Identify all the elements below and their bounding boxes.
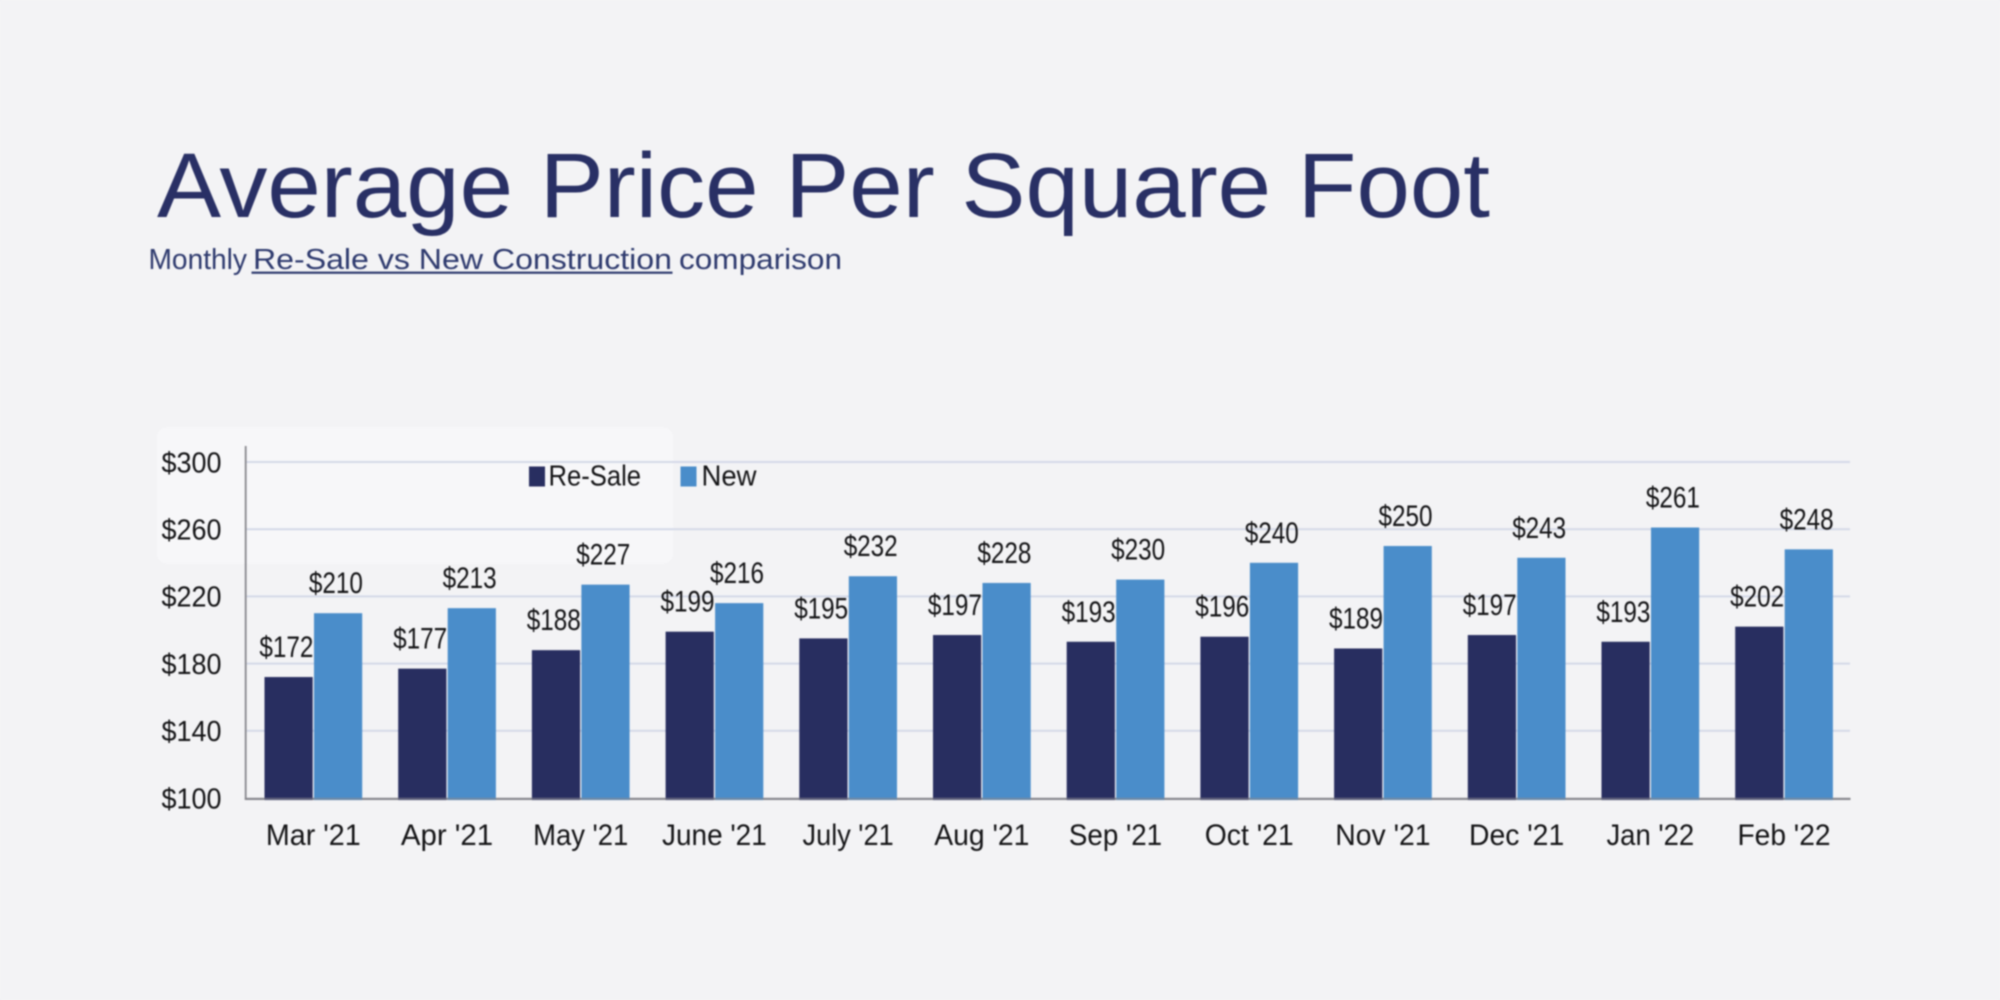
svg-text:$195: $195	[794, 592, 848, 625]
svg-text:Feb '22: Feb '22	[1737, 819, 1830, 852]
svg-text:Average Price Per Square Foot: Average Price Per Square Foot	[157, 135, 1490, 237]
svg-text:$197: $197	[928, 589, 982, 622]
svg-text:$248: $248	[1780, 503, 1834, 536]
svg-text:$300: $300	[162, 447, 222, 479]
svg-text:$172: $172	[259, 631, 313, 664]
svg-text:$188: $188	[527, 604, 581, 637]
svg-text:June '21: June '21	[662, 819, 767, 852]
svg-text:$193: $193	[1596, 596, 1650, 629]
svg-text:$210: $210	[309, 567, 363, 600]
svg-text:$180: $180	[162, 649, 222, 681]
svg-text:$216: $216	[710, 557, 764, 590]
svg-text:$240: $240	[1245, 517, 1299, 550]
svg-text:Monthly: Monthly	[149, 244, 248, 276]
svg-text:$232: $232	[844, 530, 898, 563]
svg-text:$261: $261	[1646, 482, 1700, 515]
svg-text:$177: $177	[393, 623, 447, 656]
svg-text:$193: $193	[1062, 596, 1116, 629]
svg-text:Re-Sale: Re-Sale	[549, 461, 642, 493]
svg-text:Nov '21: Nov '21	[1335, 819, 1430, 852]
svg-text:$220: $220	[162, 582, 222, 614]
svg-text:$189: $189	[1329, 603, 1383, 636]
svg-text:$100: $100	[162, 783, 222, 815]
svg-text:$260: $260	[162, 515, 222, 547]
svg-text:Jan '22: Jan '22	[1606, 819, 1694, 852]
svg-text:$213: $213	[443, 562, 497, 595]
svg-text:$140: $140	[162, 716, 222, 748]
svg-text:$250: $250	[1379, 500, 1433, 533]
svg-text:$202: $202	[1730, 581, 1784, 614]
svg-text:Re-Sale vs New Construction: Re-Sale vs New Construction	[253, 244, 672, 276]
svg-text:July '21: July '21	[803, 819, 894, 852]
svg-text:Sep '21: Sep '21	[1069, 819, 1162, 852]
svg-text:Aug '21: Aug '21	[934, 819, 1029, 852]
svg-text:comparison: comparison	[679, 244, 842, 276]
svg-text:Dec '21: Dec '21	[1469, 819, 1564, 852]
svg-text:$228: $228	[977, 537, 1031, 570]
svg-text:$196: $196	[1195, 591, 1249, 624]
svg-text:Mar '21: Mar '21	[266, 819, 361, 852]
svg-text:$199: $199	[661, 586, 715, 619]
svg-text:New: New	[702, 461, 757, 493]
svg-text:$243: $243	[1512, 512, 1566, 545]
svg-text:May '21: May '21	[533, 819, 628, 852]
svg-text:Apr '21: Apr '21	[401, 819, 493, 852]
svg-text:$230: $230	[1111, 534, 1165, 567]
svg-text:$197: $197	[1463, 589, 1517, 622]
svg-text:Oct '21: Oct '21	[1205, 819, 1294, 852]
svg-text:$227: $227	[576, 539, 630, 572]
